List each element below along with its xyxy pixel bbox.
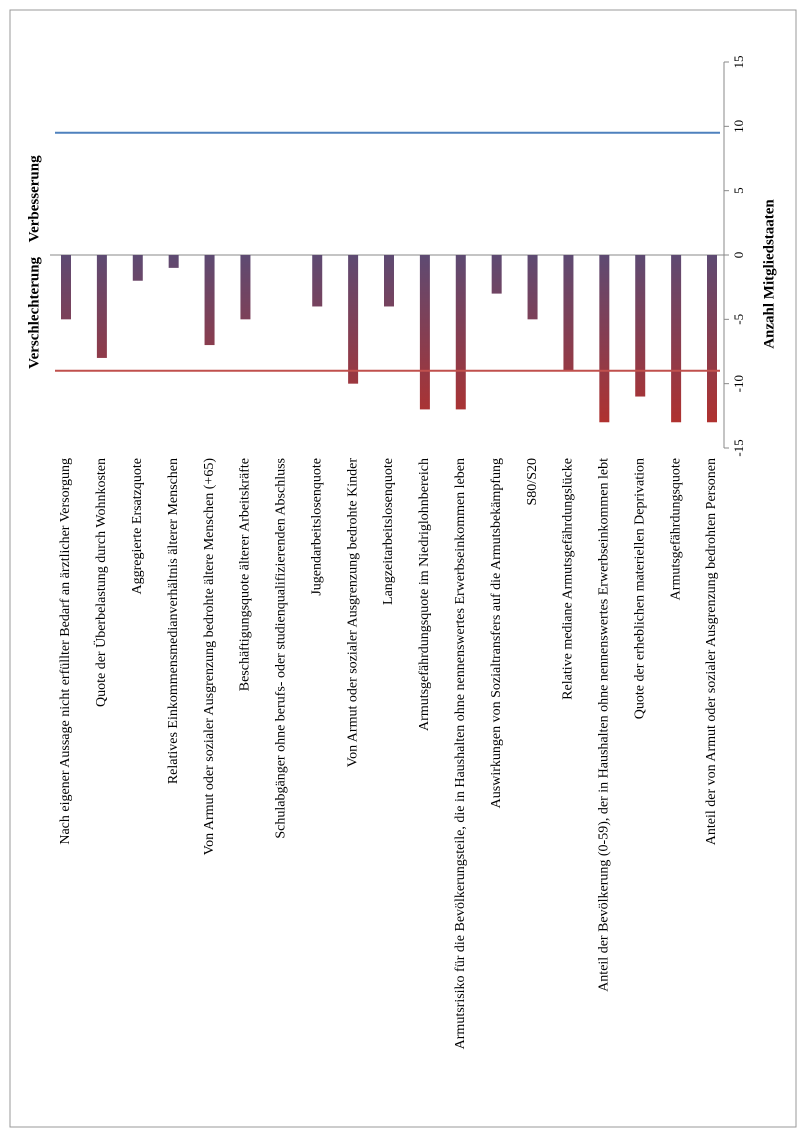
bar — [312, 255, 323, 307]
bar — [96, 255, 107, 358]
bar — [168, 255, 179, 268]
bar — [61, 255, 71, 320]
axis-title: Anzahl Mitgliedstaaten — [761, 199, 777, 349]
y-tick-label: 0 — [731, 252, 746, 259]
category-label: Armutsgefährdungsquote im Niedriglohnber… — [417, 458, 432, 731]
bar — [635, 255, 646, 397]
bar — [671, 255, 682, 423]
bar — [384, 255, 394, 307]
category-label: Schulabgänger ohne berufs- oder studienq… — [274, 458, 289, 839]
category-label: Beschäftigungsquote älterer Arbeitskräft… — [238, 458, 253, 691]
category-label: Relatives Einkommensmedianverhältnis ält… — [166, 458, 181, 784]
category-label: Langzeitarbeitslosenquote — [381, 458, 396, 605]
y-tick-label: 10 — [731, 120, 746, 133]
bar — [527, 255, 538, 320]
category-label: Auswirkungen von Sozialtransfers auf die… — [489, 458, 504, 808]
category-label: Anteil der Bevölkerung (0-59), der in Ha… — [597, 458, 612, 992]
bar — [455, 255, 466, 410]
bar — [132, 255, 143, 281]
category-label: Von Armut oder sozialer Ausgrenzung bedr… — [345, 458, 360, 768]
bar — [491, 255, 502, 294]
y-tick-label: -5 — [731, 314, 746, 325]
bar — [563, 255, 574, 371]
annotation: Verbesserung — [26, 155, 42, 242]
category-label: Anteil der von Armut oder sozialer Ausgr… — [704, 458, 719, 845]
category-label: S80/S20 — [525, 458, 540, 505]
y-tick-label: -15 — [731, 439, 746, 456]
category-label: Relative mediane Armutsgefährdungslücke — [561, 458, 576, 700]
y-tick-label: 5 — [731, 187, 746, 194]
category-label: Quote der erheblichen materiellen Depriv… — [632, 458, 647, 719]
bar — [240, 255, 251, 320]
bar — [599, 255, 610, 423]
category-label: Armutsgefährdungsquote — [668, 458, 683, 600]
y-tick-label: -10 — [731, 375, 746, 392]
category-label: Nach eigener Aussage nicht erfüllter Bed… — [58, 458, 73, 845]
category-label: Quote der Überbelastung durch Wohnkosten — [92, 458, 109, 707]
bar — [348, 255, 359, 384]
frame — [9, 9, 797, 1128]
category-label: Jugendarbeitslosenquote — [309, 458, 324, 596]
annotation: Verschlechterung — [26, 256, 42, 368]
category-label: Von Armut oder sozialer Ausgrenzung bedr… — [202, 458, 217, 856]
category-label: Armutsrisiko für die Bevölkerungsteile, … — [453, 458, 468, 1049]
bar — [204, 255, 215, 346]
category-label: Aggregierte Ersatzquote — [130, 458, 145, 594]
bar — [707, 255, 717, 423]
bar — [419, 255, 430, 410]
y-tick-label: 15 — [731, 56, 746, 69]
